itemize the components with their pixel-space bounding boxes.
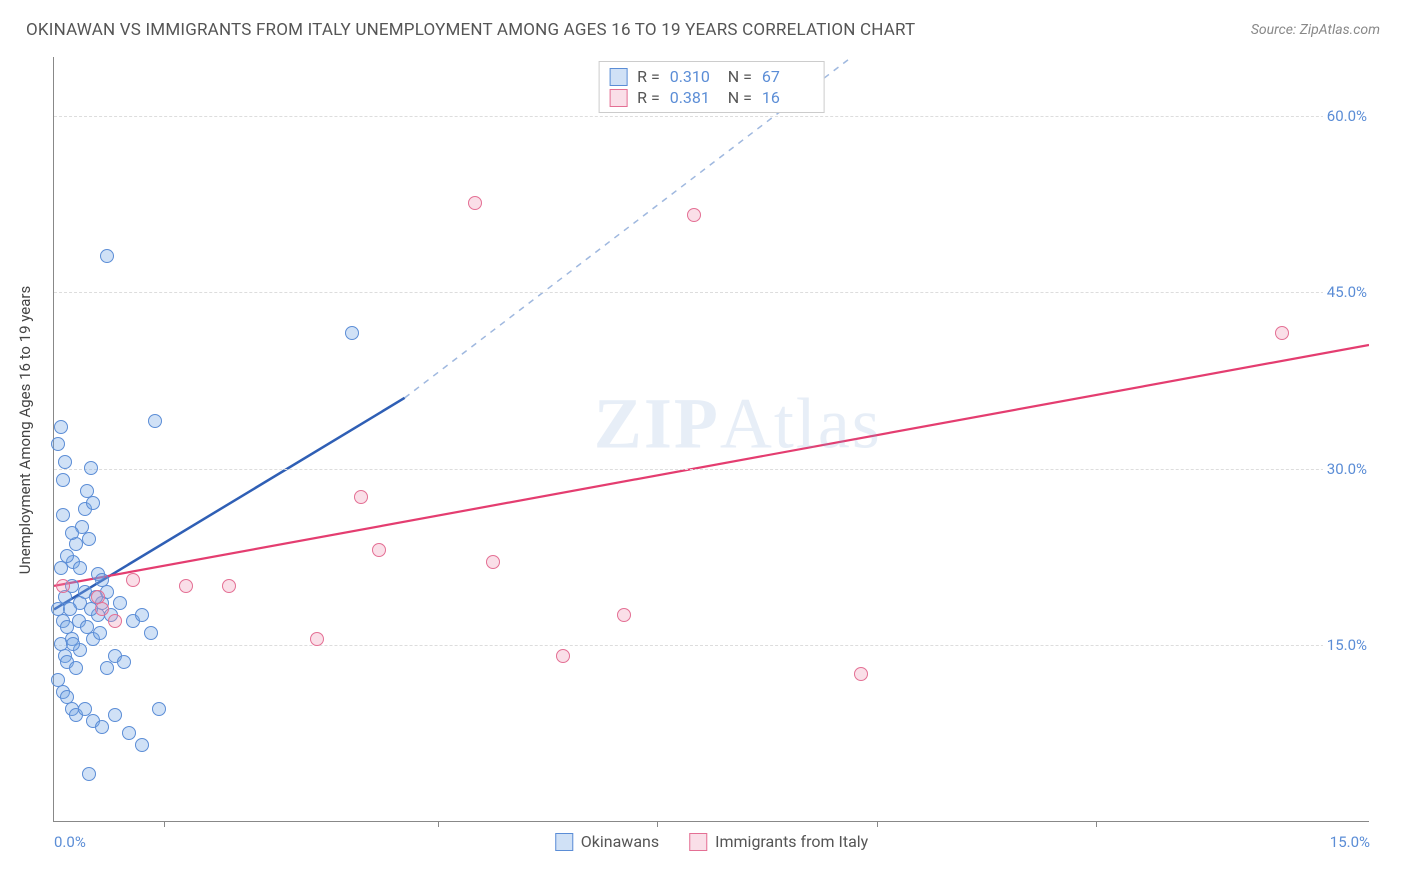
scatter-point-series1: [100, 661, 114, 675]
watermark: ZIPAtlas: [594, 382, 882, 465]
scatter-point-series1: [60, 549, 74, 563]
trendline-series2: [54, 345, 1369, 586]
series-swatch: [609, 89, 627, 107]
series-swatch: [555, 833, 573, 851]
scatter-point-series1: [95, 720, 109, 734]
x-tick-mark: [877, 821, 878, 827]
x-tick-mark: [657, 821, 658, 827]
scatter-point-series1: [144, 626, 158, 640]
gridline-horizontal: [54, 116, 1369, 117]
scatter-point-series2: [617, 608, 631, 622]
scatter-point-series2: [354, 490, 368, 504]
scatter-point-series1: [345, 326, 359, 340]
scatter-point-series1: [100, 249, 114, 263]
y-tick-label: 15.0%: [1323, 636, 1371, 654]
gridline-horizontal: [54, 292, 1369, 293]
scatter-point-series1: [135, 738, 149, 752]
correlation-stats-box: R = 0.310 N = 67 R = 0.381 N = 16: [598, 61, 825, 113]
stat-n-value: 67: [762, 67, 810, 86]
scatter-point-series1: [148, 414, 162, 428]
scatter-point-series1: [73, 561, 87, 575]
y-axis-label: Unemployment Among Ages 16 to 19 years: [16, 286, 34, 574]
scatter-point-series2: [126, 573, 140, 587]
stat-r-label: R =: [637, 67, 660, 86]
stat-n-label: N =: [728, 88, 752, 107]
legend-label: Immigrants from Italy: [715, 832, 868, 851]
scatter-point-series2: [1275, 326, 1289, 340]
stat-n-value: 16: [762, 88, 810, 107]
legend-item: Immigrants from Italy: [689, 832, 868, 851]
scatter-point-series2: [486, 555, 500, 569]
scatter-point-series2: [310, 632, 324, 646]
x-tick-label: 0.0%: [54, 833, 86, 851]
stat-n-label: N =: [728, 67, 752, 86]
x-tick-mark: [438, 821, 439, 827]
chart-title: OKINAWAN VS IMMIGRANTS FROM ITALY UNEMPL…: [26, 20, 915, 40]
plot-area: ZIPAtlas R = 0.310 N = 67 R = 0.381 N = …: [53, 57, 1369, 822]
gridline-horizontal: [54, 645, 1369, 646]
scatter-point-series2: [222, 579, 236, 593]
scatter-point-series2: [108, 614, 122, 628]
legend-item: Okinawans: [555, 832, 659, 851]
legend-label: Okinawans: [581, 832, 659, 851]
scatter-point-series2: [687, 208, 701, 222]
scatter-point-series2: [179, 579, 193, 593]
scatter-point-series2: [556, 649, 570, 663]
scatter-point-series1: [51, 437, 65, 451]
scatter-point-series1: [108, 708, 122, 722]
trend-lines-layer: [54, 57, 1369, 821]
scatter-point-series1: [82, 767, 96, 781]
scatter-point-series1: [65, 526, 79, 540]
stats-row: R = 0.381 N = 16: [609, 87, 810, 108]
scatter-point-series1: [66, 637, 80, 651]
scatter-point-series2: [468, 196, 482, 210]
scatter-point-series2: [372, 543, 386, 557]
series-swatch: [689, 833, 707, 851]
x-tick-mark: [1096, 821, 1097, 827]
scatter-point-series1: [84, 461, 98, 475]
scatter-point-series1: [54, 420, 68, 434]
scatter-point-series1: [58, 455, 72, 469]
scatter-point-series2: [854, 667, 868, 681]
y-tick-label: 45.0%: [1323, 283, 1371, 301]
scatter-point-series1: [117, 655, 131, 669]
x-tick-label: 15.0%: [1330, 833, 1370, 851]
scatter-point-series1: [113, 596, 127, 610]
series-swatch: [609, 68, 627, 86]
scatter-point-series2: [56, 579, 70, 593]
gridline-horizontal: [54, 469, 1369, 470]
scatter-point-series1: [135, 608, 149, 622]
scatter-point-series1: [122, 726, 136, 740]
scatter-point-series1: [56, 473, 70, 487]
stats-row: R = 0.310 N = 67: [609, 66, 810, 87]
series-legend: Okinawans Immigrants from Italy: [555, 832, 868, 851]
scatter-point-series1: [69, 661, 83, 675]
scatter-point-series1: [56, 508, 70, 522]
scatter-point-series1: [86, 496, 100, 510]
stat-r-value: 0.310: [670, 67, 718, 86]
stat-r-label: R =: [637, 88, 660, 107]
scatter-point-series2: [95, 602, 109, 616]
x-tick-mark: [164, 821, 165, 827]
scatter-point-series1: [82, 532, 96, 546]
y-tick-label: 60.0%: [1323, 107, 1371, 125]
scatter-point-series1: [93, 626, 107, 640]
stat-r-value: 0.381: [670, 88, 718, 107]
scatter-point-series1: [152, 702, 166, 716]
y-tick-label: 30.0%: [1323, 460, 1371, 478]
source-attribution: Source: ZipAtlas.com: [1251, 22, 1380, 38]
